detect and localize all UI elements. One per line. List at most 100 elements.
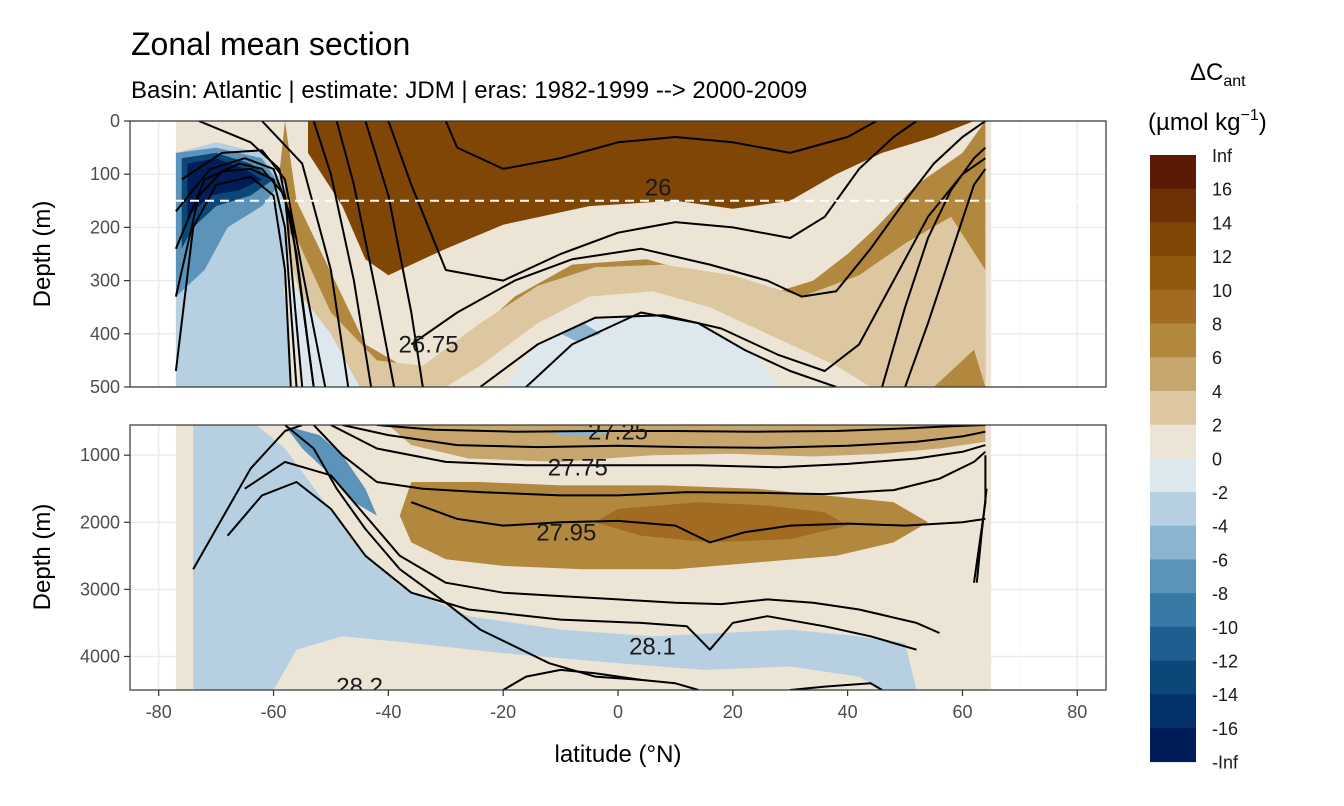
y-tick-label: 1000 — [80, 445, 120, 465]
fill-band — [193, 425, 917, 690]
lower-y-ticks: 1000 2000 3000 4000 — [80, 445, 130, 666]
legend-color-swatch — [1150, 559, 1196, 594]
upper-contour-label-layer: 26 26.75 — [399, 175, 672, 359]
legend-label: -8 — [1212, 584, 1228, 604]
density-contour-line — [174, 175, 292, 387]
density-contour-line — [226, 481, 917, 651]
x-tick-label: -60 — [261, 702, 287, 722]
legend-label: 14 — [1212, 213, 1232, 233]
y-tick-label: 300 — [90, 271, 120, 291]
legend-color-swatch — [1150, 525, 1196, 560]
y-tick-label: 3000 — [80, 579, 120, 599]
legend-label: Inf — [1212, 146, 1233, 166]
density-contour-line — [174, 162, 304, 387]
contour-label: 27.95 — [536, 519, 596, 546]
upper-contour-layer — [174, 121, 987, 387]
fill-band — [210, 222, 291, 387]
contour-label: 28.1 — [629, 633, 676, 660]
legend-label: -12 — [1212, 652, 1238, 672]
x-axis-label: latitude (°N) — [555, 741, 682, 768]
legend-unit: (µmol kg−1) — [1148, 107, 1267, 136]
x-tick-label: 20 — [723, 702, 743, 722]
fill-band — [308, 121, 974, 276]
fill-band — [285, 425, 377, 516]
legend-label: 4 — [1212, 382, 1222, 402]
density-contour-line — [376, 425, 986, 433]
lower-panel: 27.25 27.75 27.95 28.1 28.2 1000 2000 3000 4000… — [29, 424, 1107, 701]
legend-colorbar — [1150, 155, 1196, 763]
y-tick-label: 100 — [90, 164, 120, 184]
density-contour-line — [335, 121, 396, 387]
density-contour-line — [410, 121, 986, 346]
upper-y-axis-label: Depth (m) — [29, 201, 56, 308]
contour-label: 26 — [645, 175, 672, 202]
density-contour-line — [410, 501, 986, 544]
legend-color-swatch — [1150, 492, 1196, 527]
y-tick-label: 500 — [90, 377, 120, 397]
density-contour-line — [904, 168, 987, 387]
legend-color-swatch — [1150, 323, 1196, 358]
legend-color-swatch — [1150, 222, 1196, 257]
x-tick-label: -80 — [146, 702, 172, 722]
y-tick-label: 4000 — [80, 646, 120, 666]
density-contour-line — [444, 121, 877, 170]
legend-tick-labels: Inf 16 14 12 10 8 6 4 2 0 -2 -4 -6 -8 -10 -12 -14 -16 -Inf — [1212, 146, 1239, 773]
legend-color-swatch — [1150, 660, 1196, 695]
legend-unit-close: ) — [1259, 109, 1267, 136]
fill-band — [595, 502, 848, 543]
density-contour-line — [244, 460, 940, 634]
density-contour-line — [479, 157, 986, 387]
legend-color-swatch — [1150, 424, 1196, 459]
legend-title-main: ΔC — [1190, 59, 1223, 86]
legend-label: -10 — [1212, 618, 1238, 638]
upper-y-ticks: 0 100 200 300 400 500 — [90, 111, 130, 397]
legend-color-swatch — [1150, 256, 1196, 291]
contour-label: 26.75 — [399, 331, 459, 358]
contour-label: 28.2 — [336, 674, 383, 701]
legend-color-swatch — [1150, 357, 1196, 392]
density-contour-line — [387, 121, 918, 282]
legend-title-subscript: ant — [1223, 73, 1246, 90]
contour-label: 27.75 — [548, 454, 608, 481]
legend-color-swatch — [1150, 155, 1196, 190]
lower-contour-layer — [192, 425, 988, 690]
legend-label: -6 — [1212, 550, 1228, 570]
legend-color-swatch — [1150, 188, 1196, 223]
density-contour-line — [312, 425, 987, 497]
legend-label: 2 — [1212, 416, 1222, 436]
y-tick-label: 2000 — [80, 512, 120, 532]
density-contour-line — [881, 146, 987, 387]
density-contour-line — [364, 121, 424, 387]
x-ticks: -80 -60 -40 -20 0 20 40 60 80 — [146, 690, 1087, 722]
chart-title: Zonal mean section — [131, 26, 410, 62]
x-tick-label: 80 — [1067, 702, 1087, 722]
legend-label: 6 — [1212, 348, 1222, 368]
legend-label: -16 — [1212, 719, 1238, 739]
legend-label: 10 — [1212, 281, 1232, 301]
fill-band — [279, 216, 986, 387]
legend-label: 16 — [1212, 180, 1232, 200]
lower-contour-label-layer: 27.25 27.75 27.95 28.1 28.2 — [336, 425, 676, 701]
x-tick-label: -40 — [375, 702, 401, 722]
legend-label: -Inf — [1212, 753, 1239, 773]
legend-label: 0 — [1212, 449, 1222, 469]
upper-panel: 26 26.75 0 100 200 300 400 500 Depth (m) — [29, 111, 1107, 397]
legend-color-swatch — [1150, 593, 1196, 628]
legend-title: ΔCant — [1190, 59, 1246, 90]
upper-panel-border — [129, 120, 1107, 388]
density-contour-line — [261, 121, 350, 387]
fill-band — [560, 323, 601, 342]
legend-color-swatch — [1150, 694, 1196, 729]
density-contour-line — [312, 121, 373, 387]
legend-label: 12 — [1212, 247, 1232, 267]
legend-color-swatch — [1150, 390, 1196, 426]
legend-label: -2 — [1212, 483, 1228, 503]
density-contour-line — [181, 149, 327, 387]
legend-color-swatch — [1150, 727, 1196, 763]
density-contour-line — [342, 425, 986, 449]
x-tick-label: 60 — [952, 702, 972, 722]
density-contour-line — [198, 121, 315, 387]
y-tick-label: 200 — [90, 217, 120, 237]
fill-band — [388, 425, 986, 462]
